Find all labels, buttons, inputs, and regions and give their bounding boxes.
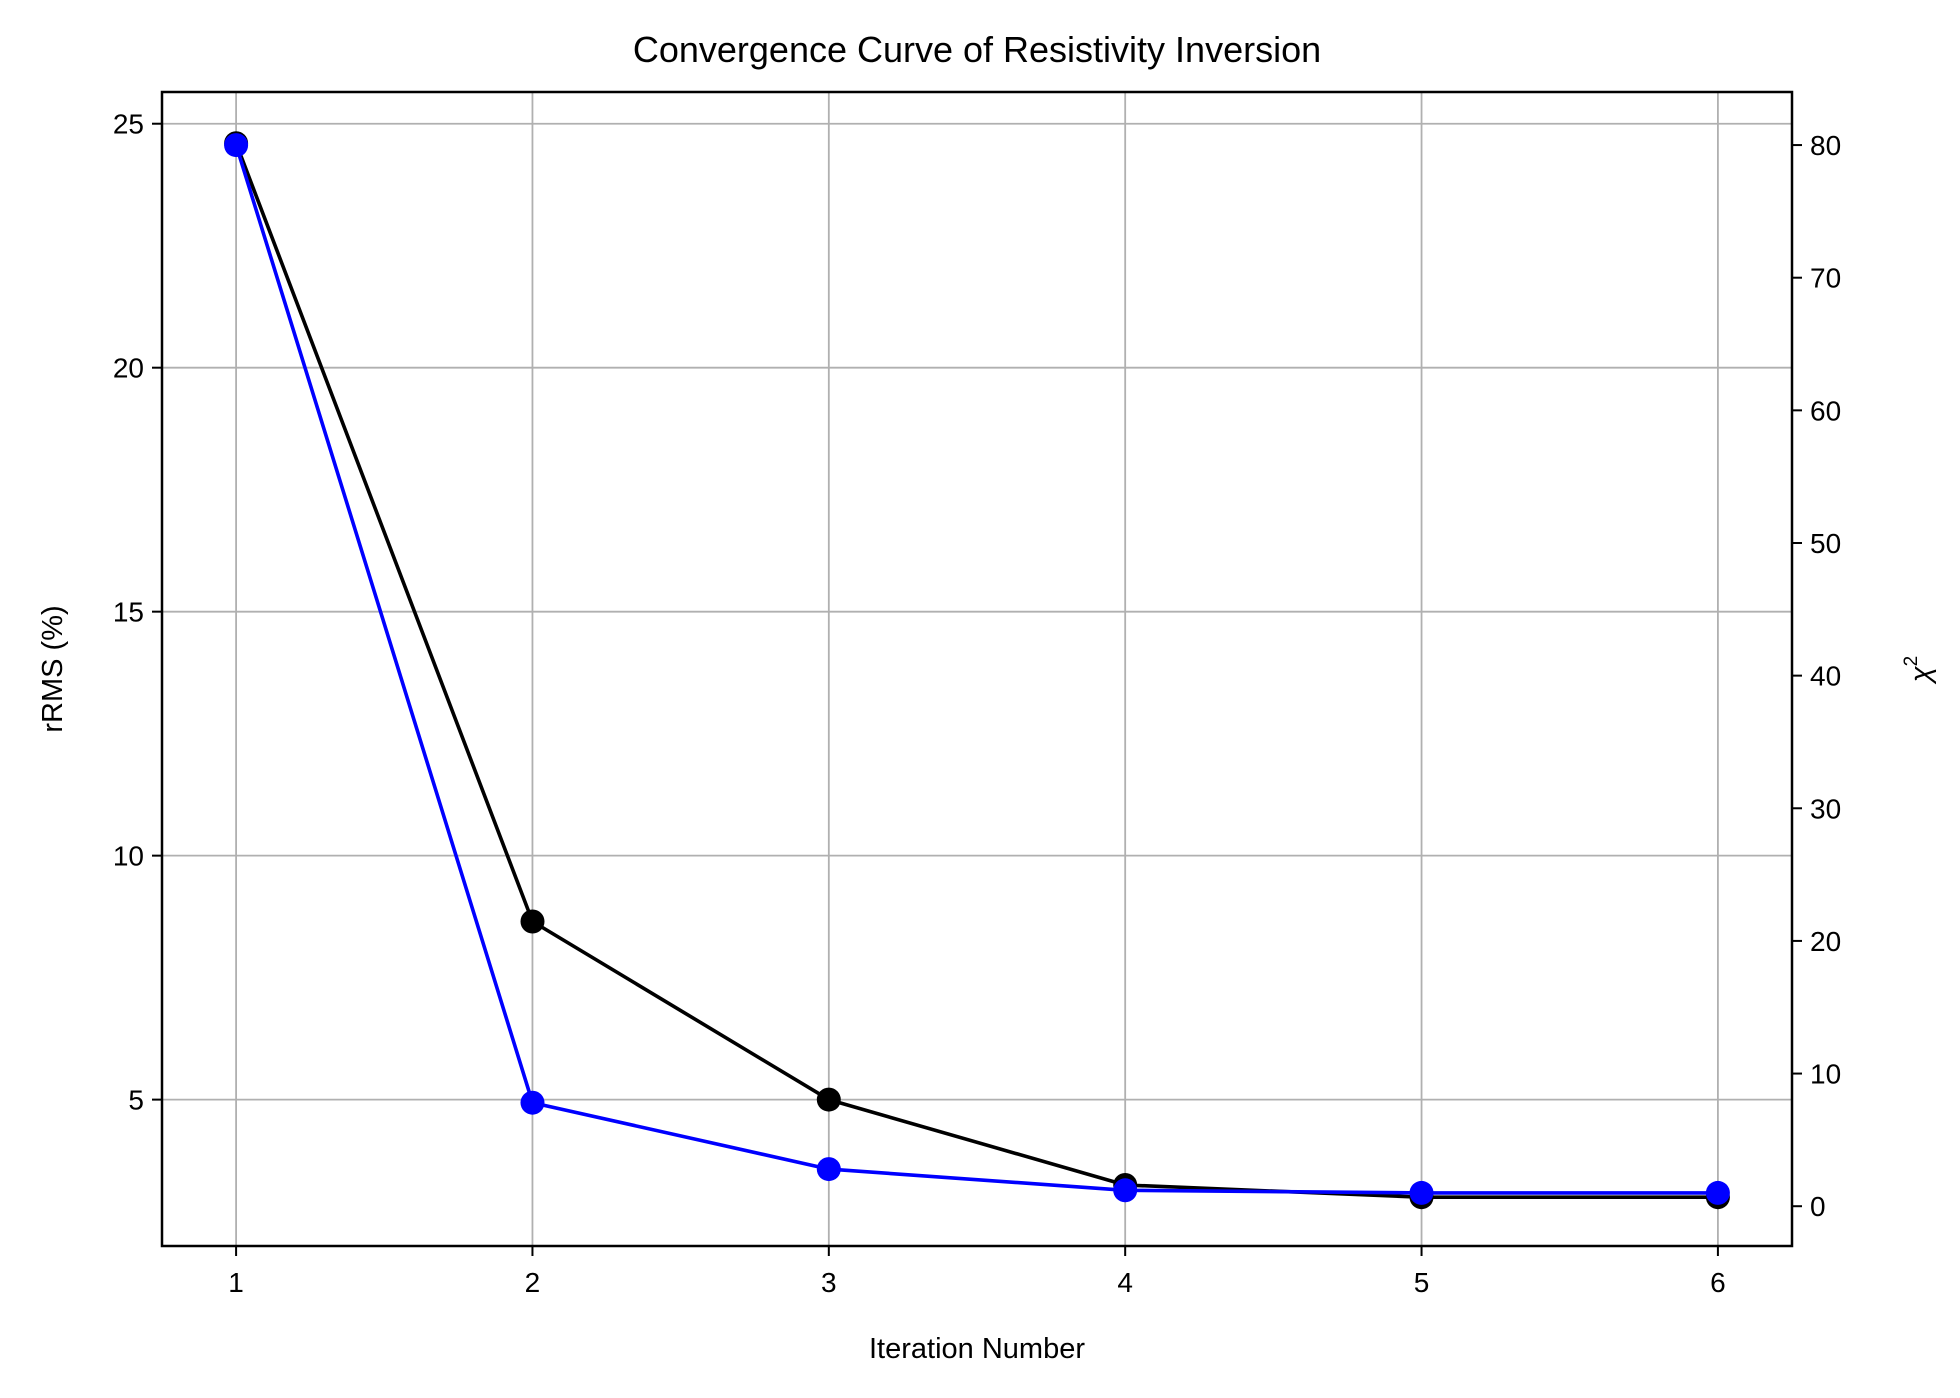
y-tick-label: 20 — [113, 353, 144, 384]
y-tick-label: 5 — [128, 1085, 144, 1116]
y2-tick-label: 0 — [1810, 1191, 1826, 1222]
x-tick-label: 2 — [525, 1267, 541, 1298]
y-tick-label: 25 — [113, 109, 144, 140]
y2-tick-label: 50 — [1810, 528, 1841, 559]
chi2-point — [1705, 1180, 1730, 1205]
y2-axis-title: χ2 — [1901, 656, 1937, 685]
rrms-series-line — [234, 142, 1718, 1199]
x-tick-label: 1 — [228, 1267, 244, 1298]
y2-tick-label: 80 — [1810, 130, 1841, 161]
grid — [162, 92, 1792, 1246]
x-axis-title: Iteration Number — [869, 1333, 1085, 1365]
plot-frame — [160, 90, 1794, 1248]
chi2-point — [224, 133, 249, 158]
x-tick-label: 4 — [1117, 1267, 1133, 1298]
y2-tick-label: 20 — [1810, 926, 1841, 957]
x-tick-label: 3 — [821, 1267, 837, 1298]
chart-title: Convergence Curve of Resistivity Inversi… — [633, 29, 1321, 70]
rrms-point — [816, 1087, 841, 1112]
y2-tick-label: 40 — [1810, 661, 1841, 692]
y2-tick-label: 70 — [1810, 263, 1841, 294]
series-layer — [224, 131, 1730, 1210]
y2-tick-label: 10 — [1810, 1059, 1841, 1090]
chi2-point — [520, 1090, 545, 1115]
chi2-point — [1113, 1178, 1138, 1203]
y2-tick-label: 60 — [1810, 395, 1841, 426]
y2-axis-title-base: χ — [1905, 665, 1937, 685]
ticks: 1 2 3 4 5 6 5 10 15 20 25 0 10 20 30 40 50 60 70 80 — [113, 109, 1841, 1298]
chi2-point — [816, 1157, 841, 1182]
chi2-series-line — [234, 144, 1718, 1195]
x-tick-label: 6 — [1710, 1267, 1726, 1298]
y-tick-label: 15 — [113, 597, 144, 628]
y2-tick-label: 30 — [1810, 793, 1841, 824]
x-tick-label: 5 — [1414, 1267, 1430, 1298]
chi2-point — [1409, 1180, 1434, 1205]
y-tick-label: 10 — [113, 841, 144, 872]
y-axis-title: rRMS (%) — [37, 605, 69, 732]
y2-axis-title-sup: 2 — [1901, 656, 1922, 667]
rrms-point — [520, 909, 545, 934]
